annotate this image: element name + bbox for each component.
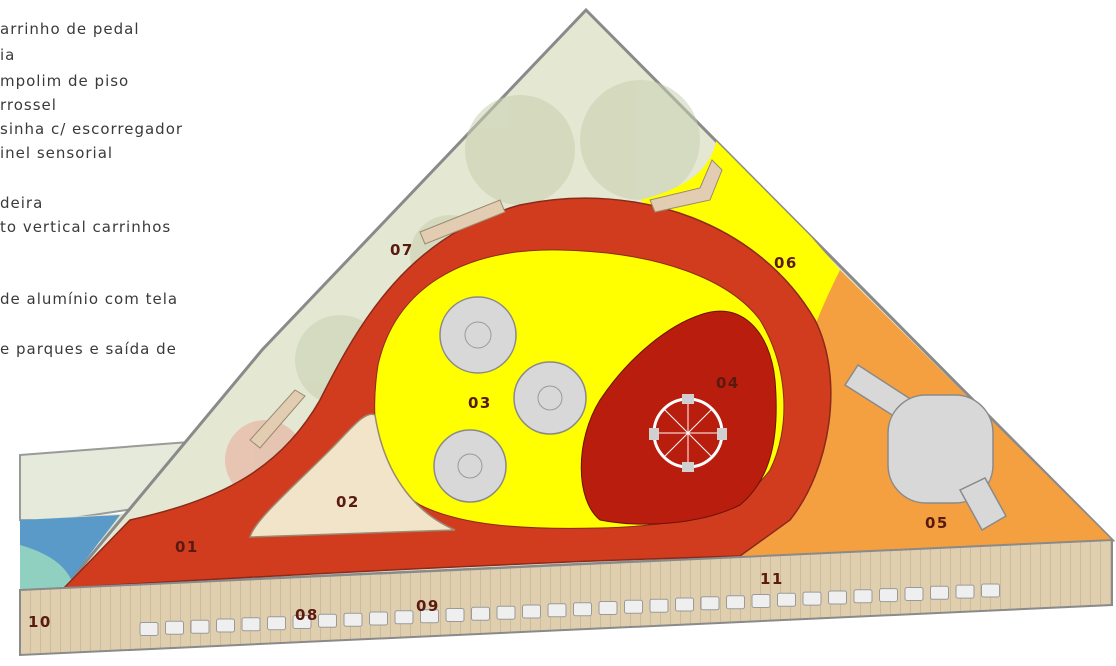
zone-label-04: 04	[716, 374, 740, 392]
bike-parking-slot	[216, 618, 235, 633]
bike-parking-slot	[955, 584, 975, 599]
zone-label-11: 11	[760, 570, 784, 588]
zone-label-02: 02	[336, 493, 360, 511]
legend-item-03: mpolim de piso	[0, 72, 130, 90]
bike-parking-slot	[241, 617, 261, 632]
bike-parking-slot	[165, 620, 184, 635]
bike-parking-slot	[904, 587, 924, 601]
bike-parking-slot	[751, 594, 771, 608]
bike-parking-slot	[981, 583, 1000, 598]
bike-parking-slot	[700, 596, 720, 611]
bike-parking-slot	[573, 602, 592, 617]
bike-parking-slot	[190, 619, 210, 634]
bike-parking-slot	[343, 612, 363, 627]
bike-parking-slot	[496, 605, 516, 620]
legend-item-02: ia	[0, 46, 16, 64]
bike-parking-slot	[828, 590, 847, 605]
bike-parking-slot	[318, 613, 337, 628]
bike-parking-slot	[675, 597, 694, 612]
slide-house-icon	[843, 363, 1008, 532]
bike-parking-slot	[802, 591, 822, 606]
legend-item-14: e parques e saída de	[0, 340, 177, 358]
bike-parking-slot	[777, 592, 796, 607]
teal-zone	[20, 545, 75, 592]
zone-label-03: 03	[468, 394, 492, 412]
bike-parking-slot	[547, 603, 567, 618]
trampoline-group	[433, 296, 587, 503]
bike-parking-slot	[853, 589, 873, 604]
zone-02-area	[248, 413, 456, 538]
bike-parking-slot	[445, 608, 465, 622]
carousel-icon	[649, 394, 727, 472]
legend-item-04: rrossel	[0, 96, 57, 114]
zone-04-area	[580, 310, 777, 525]
legend: arrinho de pedal ia mpolim de piso rross…	[0, 0, 240, 370]
zone-label-10: 10	[28, 613, 52, 631]
legend-item-06: inel sensorial	[0, 144, 114, 162]
bike-parking-slot	[598, 601, 618, 615]
bike-parking-slot	[879, 588, 898, 603]
zone-label-09: 09	[416, 597, 440, 615]
legend-item-08: deira	[0, 194, 44, 212]
zone-label-05: 05	[925, 514, 949, 532]
bike-parking-slot	[624, 599, 643, 614]
legend-item-09: to vertical carrinhos	[0, 218, 172, 236]
bench-group	[249, 159, 723, 449]
zone-label-07: 07	[390, 241, 414, 259]
bike-parking-slot	[930, 585, 949, 600]
bike-parking-slot	[522, 604, 541, 619]
zone-label-06: 06	[774, 254, 798, 272]
bike-parking-slot	[394, 610, 414, 625]
bike-parking-slot	[292, 615, 312, 629]
bike-parking-slot	[649, 598, 669, 613]
bike-parking-group	[139, 583, 1000, 636]
legend-item-01: arrinho de pedal	[0, 20, 140, 38]
bike-parking-slot	[369, 611, 388, 626]
bike-parking-slot	[471, 606, 490, 621]
bike-parking-slot	[726, 595, 745, 610]
bike-parking-slot	[267, 616, 286, 631]
legend-item-05: sinha c/ escorregador	[0, 120, 184, 138]
legend-item-12: de alumínio com tela	[0, 290, 179, 308]
zone-label-08: 08	[295, 606, 319, 624]
bike-parking-slot	[420, 609, 439, 624]
zone-label-01: 01	[175, 538, 199, 556]
grass-strip-left	[19, 438, 218, 521]
bike-parking-slot	[139, 622, 159, 636]
